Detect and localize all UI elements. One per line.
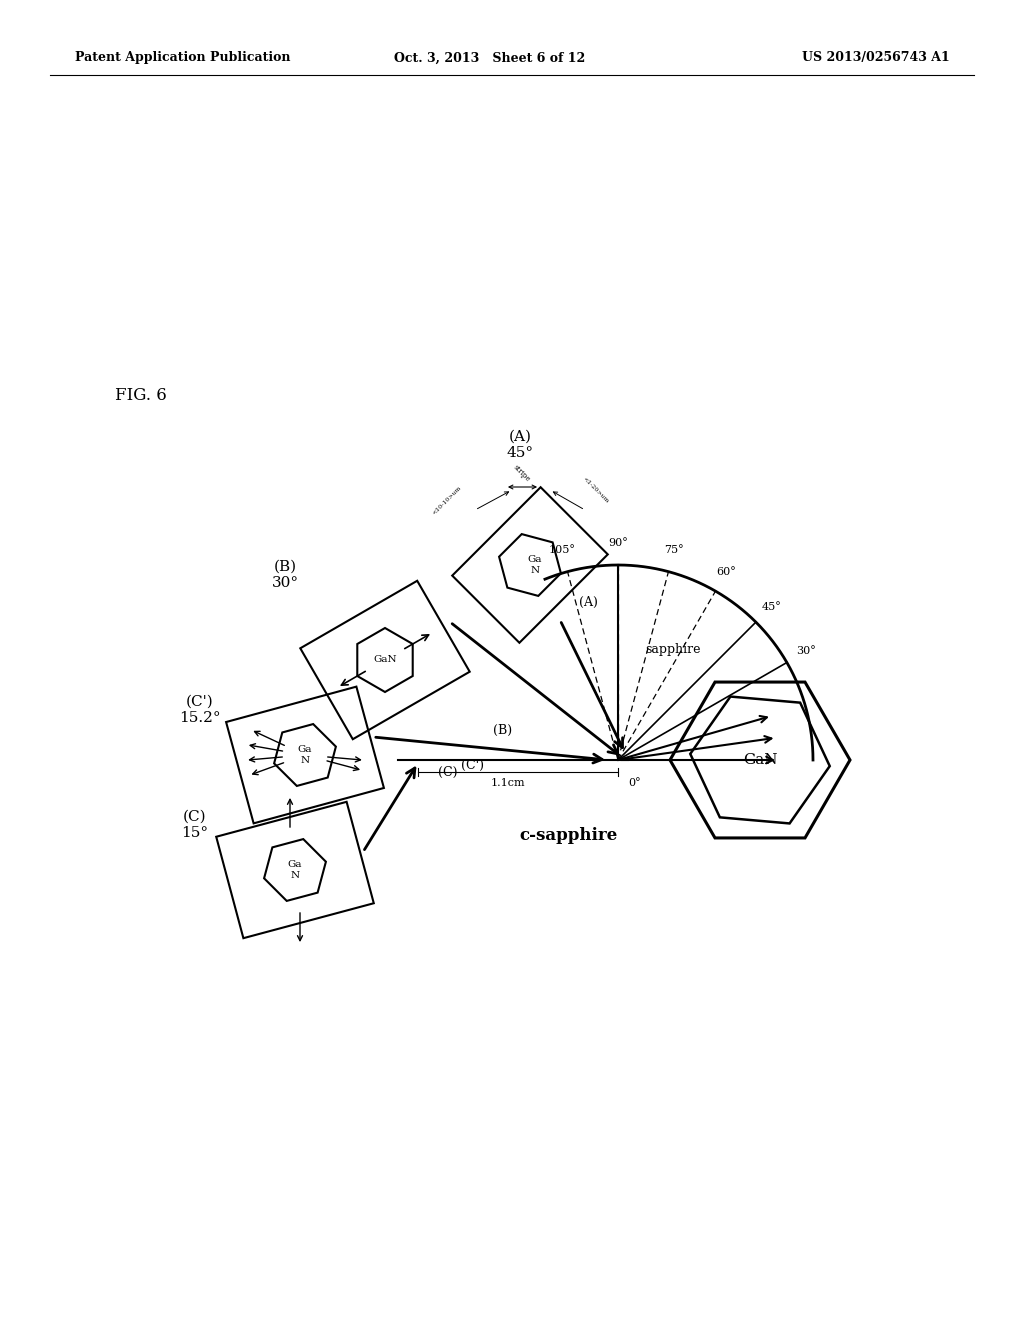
- Text: (B): (B): [494, 723, 513, 737]
- Text: Patent Application Publication: Patent Application Publication: [75, 51, 291, 65]
- Text: (A): (A): [579, 595, 597, 609]
- Text: (B)
30°: (B) 30°: [271, 560, 299, 590]
- Text: 90°: 90°: [608, 539, 628, 548]
- Text: 0°: 0°: [628, 777, 641, 788]
- Text: (C'): (C'): [462, 759, 484, 771]
- Text: Oct. 3, 2013   Sheet 6 of 12: Oct. 3, 2013 Sheet 6 of 12: [394, 51, 586, 65]
- Text: FIG. 6: FIG. 6: [115, 387, 167, 404]
- Text: (C): (C): [438, 766, 458, 779]
- Text: (A)
45°: (A) 45°: [507, 430, 534, 459]
- Text: 30°: 30°: [796, 647, 816, 656]
- Text: stripe: stripe: [512, 463, 532, 483]
- Text: Ga
N: Ga N: [527, 556, 543, 574]
- Text: (C)
15°: (C) 15°: [181, 809, 209, 840]
- Text: GaN: GaN: [373, 656, 397, 664]
- Text: c-sapphire: c-sapphire: [519, 826, 617, 843]
- Text: 1.1cm: 1.1cm: [490, 777, 525, 788]
- Text: 75°: 75°: [665, 545, 684, 556]
- Text: Ga
N: Ga N: [298, 746, 312, 764]
- Text: <1-20>um: <1-20>um: [582, 477, 609, 504]
- Text: US 2013/0256743 A1: US 2013/0256743 A1: [802, 51, 950, 65]
- Text: GaN: GaN: [742, 752, 777, 767]
- Text: 60°: 60°: [717, 568, 736, 577]
- Text: (C')
15.2°: (C') 15.2°: [179, 694, 221, 725]
- Text: 105°: 105°: [549, 545, 575, 556]
- Text: 45°: 45°: [762, 602, 781, 611]
- Text: Ga
N: Ga N: [288, 861, 302, 879]
- Text: <10-10>um: <10-10>um: [431, 484, 462, 515]
- Text: sapphire: sapphire: [645, 644, 700, 656]
